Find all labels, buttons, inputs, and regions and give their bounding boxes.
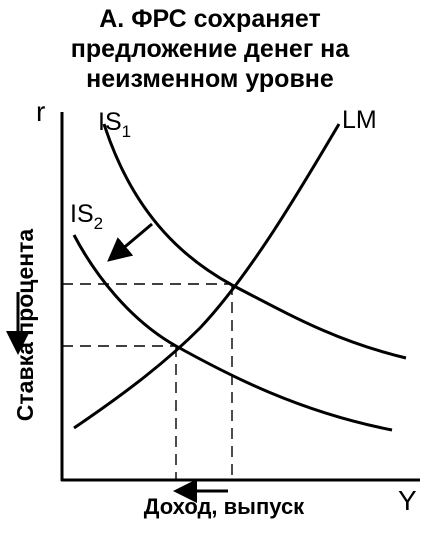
is2-curve	[72, 234, 393, 432]
x-axis-label: Доход, выпуск	[144, 494, 305, 519]
title-line-3: неизменном уровне	[86, 65, 334, 93]
diagram-title: А. ФРС сохраняет предложение денег на не…	[0, 4, 420, 94]
is1-label-sub: 1	[122, 122, 131, 141]
title-line-1: А. ФРС сохраняет	[99, 5, 321, 33]
is1-label-main: IS	[98, 108, 122, 136]
lm-curve	[73, 123, 341, 430]
is2-label: IS2	[70, 200, 103, 233]
title-line-2: предложение денег на	[70, 35, 350, 63]
is2-label-sub: 2	[94, 214, 103, 233]
x-axis-symbol: Y	[398, 485, 417, 516]
y-axis-label: Ставка процента	[12, 229, 38, 422]
is2-label-main: IS	[70, 200, 94, 228]
is1-label: IS1	[98, 108, 131, 141]
y-axis-symbol: r	[36, 96, 45, 127]
is1-curve	[102, 123, 407, 360]
lm-label: LM	[342, 106, 377, 134]
is-shift-arrow	[107, 222, 153, 262]
